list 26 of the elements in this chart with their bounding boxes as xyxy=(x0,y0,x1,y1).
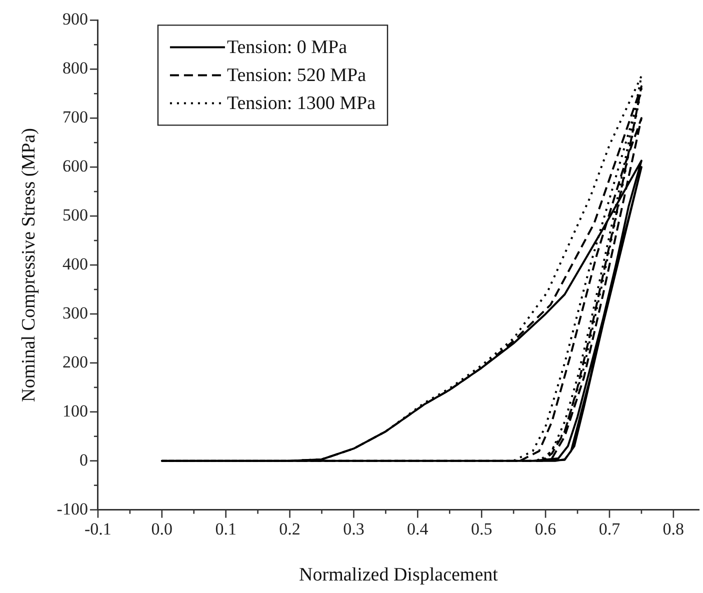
y-tick-label: -100 xyxy=(56,499,88,518)
x-tick-label: 0.5 xyxy=(470,519,492,538)
x-tick-label: -0.1 xyxy=(84,519,112,538)
x-tick-label: 0.8 xyxy=(662,519,684,538)
x-tick-label: 0.4 xyxy=(407,519,429,538)
x-tick-label: 0.3 xyxy=(343,519,364,538)
x-tick-label: 0.6 xyxy=(534,519,556,538)
y-tick-label: 100 xyxy=(62,401,88,420)
x-tick-label: 0.2 xyxy=(279,519,300,538)
y-tick-label: 300 xyxy=(62,303,88,322)
x-axis-title: Normalized Displacement xyxy=(299,564,499,586)
y-tick-label: 500 xyxy=(62,206,88,225)
x-tick-label: 0.7 xyxy=(598,519,621,538)
y-tick-label: 900 xyxy=(62,10,88,29)
y-tick-label: 700 xyxy=(62,108,88,127)
y-axis-title: Nominal Compressive Stress (MPa) xyxy=(18,128,40,402)
y-tick-label: 800 xyxy=(62,58,88,78)
x-tick-label: 0.0 xyxy=(151,519,173,538)
y-tick-label: 400 xyxy=(62,254,88,274)
y-tick-label: 0 xyxy=(79,450,88,470)
x-tick-label: 0.1 xyxy=(215,519,236,538)
y-tick-label: 200 xyxy=(62,352,88,372)
legend-label: Tension: 520 MPa xyxy=(226,65,367,86)
y-tick-label: 600 xyxy=(62,156,88,176)
legend-label: Tension: 1300 MPa xyxy=(226,93,376,114)
legend-label: Tension: 0 MPa xyxy=(226,37,348,58)
